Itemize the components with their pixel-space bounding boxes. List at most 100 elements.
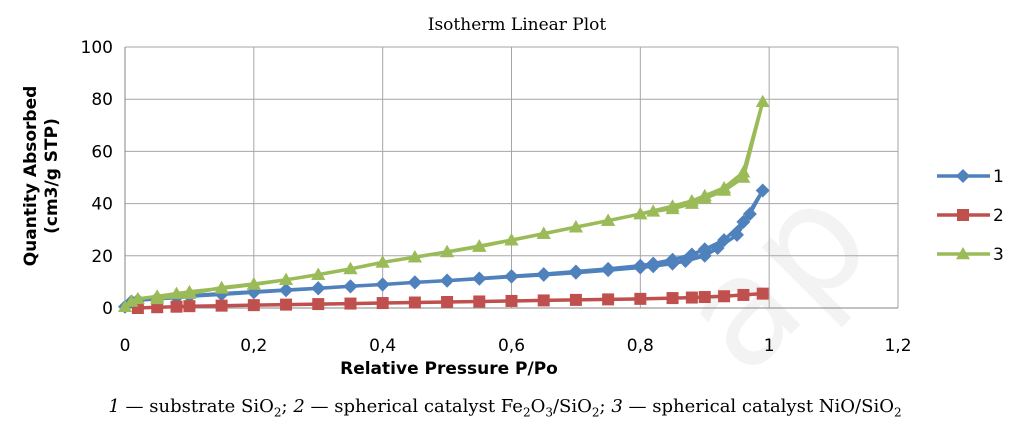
data-point-2	[698, 291, 711, 304]
caption-subscript: 2	[591, 405, 600, 420]
data-point-2	[344, 297, 357, 310]
data-point-2	[376, 297, 389, 310]
data-point-2	[280, 298, 293, 311]
data-point-1	[697, 248, 712, 263]
x-tick-label: 0	[120, 336, 131, 356]
data-point-3	[214, 280, 229, 293]
data-point-2	[247, 299, 260, 312]
data-point-2	[312, 298, 325, 311]
y-tick-label: 80	[91, 90, 113, 110]
data-point-1	[375, 277, 390, 292]
data-point-3	[311, 267, 326, 280]
series-line-3	[123, 100, 765, 309]
x-tick-label: 0,4	[369, 336, 396, 356]
x-tick-label: 0,6	[498, 336, 525, 356]
data-point-3	[568, 220, 583, 233]
data-point-3	[343, 261, 358, 275]
data-point-3	[150, 291, 165, 305]
series-3	[118, 94, 770, 312]
data-point-2	[441, 295, 454, 308]
y-tick-label: 60	[91, 142, 113, 162]
watermark: ap	[647, 150, 902, 405]
data-point-2	[718, 290, 731, 303]
legend-item-1: 1	[937, 167, 1004, 187]
data-point-1	[736, 214, 751, 229]
data-point-1	[633, 260, 648, 275]
data-point-2	[666, 292, 679, 305]
data-point-2	[634, 292, 647, 305]
legend-item-2: 2	[937, 206, 1004, 226]
data-point-1	[504, 269, 519, 284]
data-point-3	[375, 255, 390, 268]
data-point-1	[407, 275, 422, 290]
data-point-2	[756, 287, 769, 300]
data-point-1	[717, 233, 732, 248]
y-axis-title-line2: (cm3/g STP)	[42, 118, 62, 234]
data-point-1	[710, 240, 725, 255]
data-point-1	[311, 281, 326, 296]
caption-number: 3	[611, 396, 623, 417]
data-point-2	[170, 300, 183, 313]
caption-number: 1	[108, 396, 120, 417]
data-point-2	[151, 301, 164, 314]
caption-subscript: 2	[522, 405, 531, 420]
data-point-3	[755, 94, 770, 108]
data-point-1	[601, 263, 616, 278]
caption-subscript: 2	[893, 405, 902, 420]
data-point-2	[685, 291, 698, 304]
svg-text:ap: ap	[647, 150, 902, 405]
data-point-3	[665, 201, 680, 215]
legend-marker-1	[956, 169, 970, 183]
chart-title: Isotherm Linear Plot	[428, 15, 607, 35]
data-point-3	[646, 204, 661, 217]
x-tick-label: 0,2	[240, 336, 267, 356]
data-point-3	[717, 183, 732, 196]
data-point-3	[279, 272, 294, 286]
data-point-3	[440, 244, 455, 258]
legend-item-3: 3	[937, 245, 1004, 265]
data-point-3	[684, 196, 699, 209]
grid	[124, 46, 899, 309]
y-tick-label: 20	[91, 247, 113, 267]
x-axis-title: Relative Pressure P/Po	[340, 359, 558, 379]
axes: 0 20 40 60 80 100 0 0,2 0,4 0,6 0,8 1 1,2	[81, 38, 912, 356]
y-tick-label: 100	[81, 38, 113, 58]
data-point-2	[473, 295, 486, 308]
data-point-3	[407, 250, 422, 263]
legend-label-3: 3	[993, 245, 1004, 265]
x-tick-label: 1	[764, 336, 775, 356]
y-tick-label: 40	[91, 195, 113, 215]
y-tick-label: 0	[102, 299, 113, 319]
data-point-2	[569, 293, 582, 306]
legend-marker-2	[957, 209, 969, 221]
y-axis-title: Quantity Absorbed (cm3/g STP)	[21, 86, 62, 267]
x-tick-label: 1,2	[884, 336, 911, 356]
legend-label-1: 1	[993, 167, 1004, 187]
caption-subscript: 3	[545, 405, 553, 420]
data-point-3	[130, 291, 145, 305]
data-point-3	[504, 233, 519, 246]
caption-subscript: 2	[273, 405, 282, 420]
plot-area	[118, 94, 770, 314]
caption-number: 2	[293, 396, 305, 417]
data-point-2	[737, 288, 750, 301]
data-point-3	[697, 191, 712, 204]
data-point-1	[279, 282, 294, 297]
series-2	[131, 287, 769, 314]
x-tick-label: 0,8	[627, 336, 654, 356]
data-point-1	[729, 227, 744, 242]
legend-marker-3	[956, 247, 970, 260]
data-point-1	[678, 254, 693, 269]
data-point-3	[182, 286, 197, 299]
data-point-3	[472, 239, 487, 252]
legend: 1 2 3	[937, 167, 1004, 265]
data-point-3	[601, 213, 616, 226]
data-point-3	[633, 207, 648, 220]
legend-label-2: 2	[993, 206, 1004, 226]
data-point-2	[408, 296, 421, 309]
data-point-3	[536, 226, 551, 239]
data-point-1	[742, 207, 757, 222]
data-point-1	[440, 273, 455, 288]
data-point-1	[536, 267, 551, 282]
